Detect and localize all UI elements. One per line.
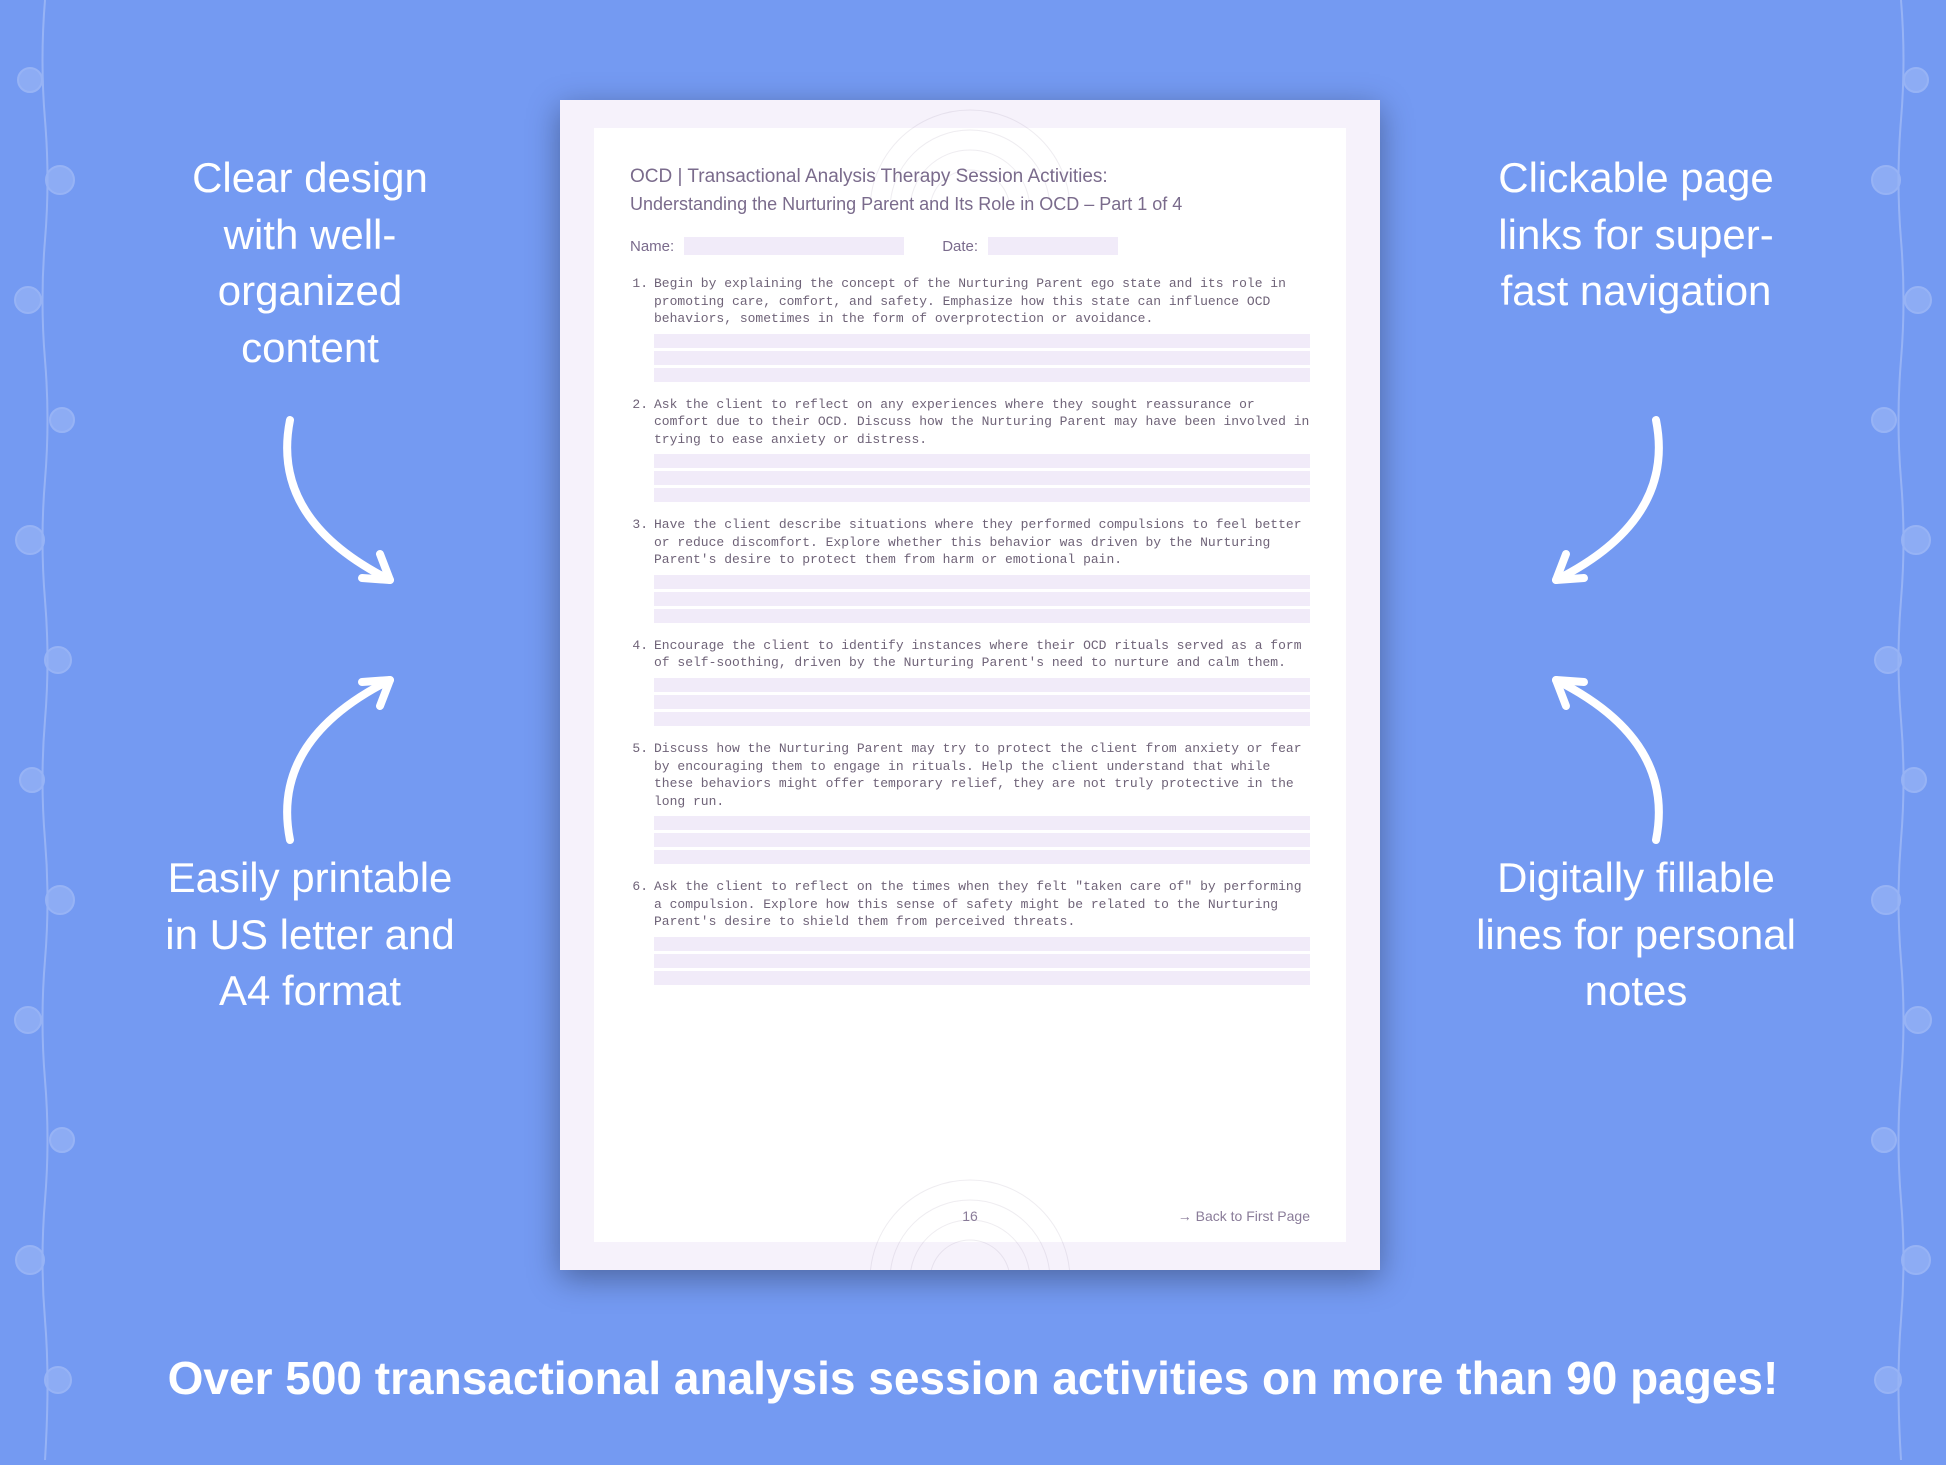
item-number: 1. [630, 275, 648, 328]
item-number: 6. [630, 878, 648, 931]
fill-lines[interactable] [654, 454, 1310, 502]
mandala-top-icon [860, 100, 1080, 200]
item-text: Have the client describe situations wher… [654, 516, 1310, 569]
fill-lines[interactable] [654, 816, 1310, 864]
fill-lines[interactable] [654, 334, 1310, 382]
items-list: 1.Begin by explaining the concept of the… [630, 275, 1310, 985]
date-label: Date: [942, 238, 978, 255]
back-to-first-link[interactable]: → Back to First Page [1178, 1208, 1310, 1224]
item-number: 2. [630, 396, 648, 449]
activity-item: 2.Ask the client to reflect on any exper… [630, 396, 1310, 503]
name-date-row: Name: Date: [630, 237, 1310, 255]
fill-lines[interactable] [654, 937, 1310, 985]
item-number: 5. [630, 740, 648, 810]
name-label: Name: [630, 238, 674, 255]
arrow-top-left-icon [250, 400, 480, 630]
item-text: Ask the client to reflect on any experie… [654, 396, 1310, 449]
date-field: Date: [942, 237, 1118, 255]
fill-lines[interactable] [654, 678, 1310, 726]
fill-lines[interactable] [654, 575, 1310, 623]
floral-border-right [1856, 0, 1946, 1460]
activity-item: 4.Encourage the client to identify insta… [630, 637, 1310, 726]
item-text: Encourage the client to identify instanc… [654, 637, 1310, 672]
document-inner: OCD | Transactional Analysis Therapy Ses… [594, 128, 1346, 1242]
arrow-bottom-right-icon [1466, 640, 1696, 870]
arrow-bottom-left-icon [250, 640, 480, 870]
name-field: Name: [630, 237, 904, 255]
callout-bottom-right: Digitally fillable lines for personal no… [1476, 850, 1796, 1020]
activity-item: 3.Have the client describe situations wh… [630, 516, 1310, 623]
callout-top-left: Clear design with well-organized content [150, 150, 470, 377]
item-text: Ask the client to reflect on the times w… [654, 878, 1310, 931]
item-number: 4. [630, 637, 648, 672]
bottom-tagline: Over 500 transactional analysis session … [0, 1351, 1946, 1405]
document-page: OCD | Transactional Analysis Therapy Ses… [560, 100, 1380, 1270]
callout-bottom-left: Easily printable in US letter and A4 for… [150, 850, 470, 1020]
floral-border-left [0, 0, 90, 1460]
name-input[interactable] [684, 237, 904, 255]
activity-item: 1.Begin by explaining the concept of the… [630, 275, 1310, 382]
activity-item: 5.Discuss how the Nurturing Parent may t… [630, 740, 1310, 864]
item-text: Begin by explaining the concept of the N… [654, 275, 1310, 328]
item-number: 3. [630, 516, 648, 569]
mandala-bottom-icon [860, 1170, 1080, 1270]
activity-item: 6.Ask the client to reflect on the times… [630, 878, 1310, 985]
callout-top-right: Clickable page links for super-fast navi… [1476, 150, 1796, 320]
item-text: Discuss how the Nurturing Parent may try… [654, 740, 1310, 810]
date-input[interactable] [988, 237, 1118, 255]
arrow-top-right-icon [1466, 400, 1696, 630]
